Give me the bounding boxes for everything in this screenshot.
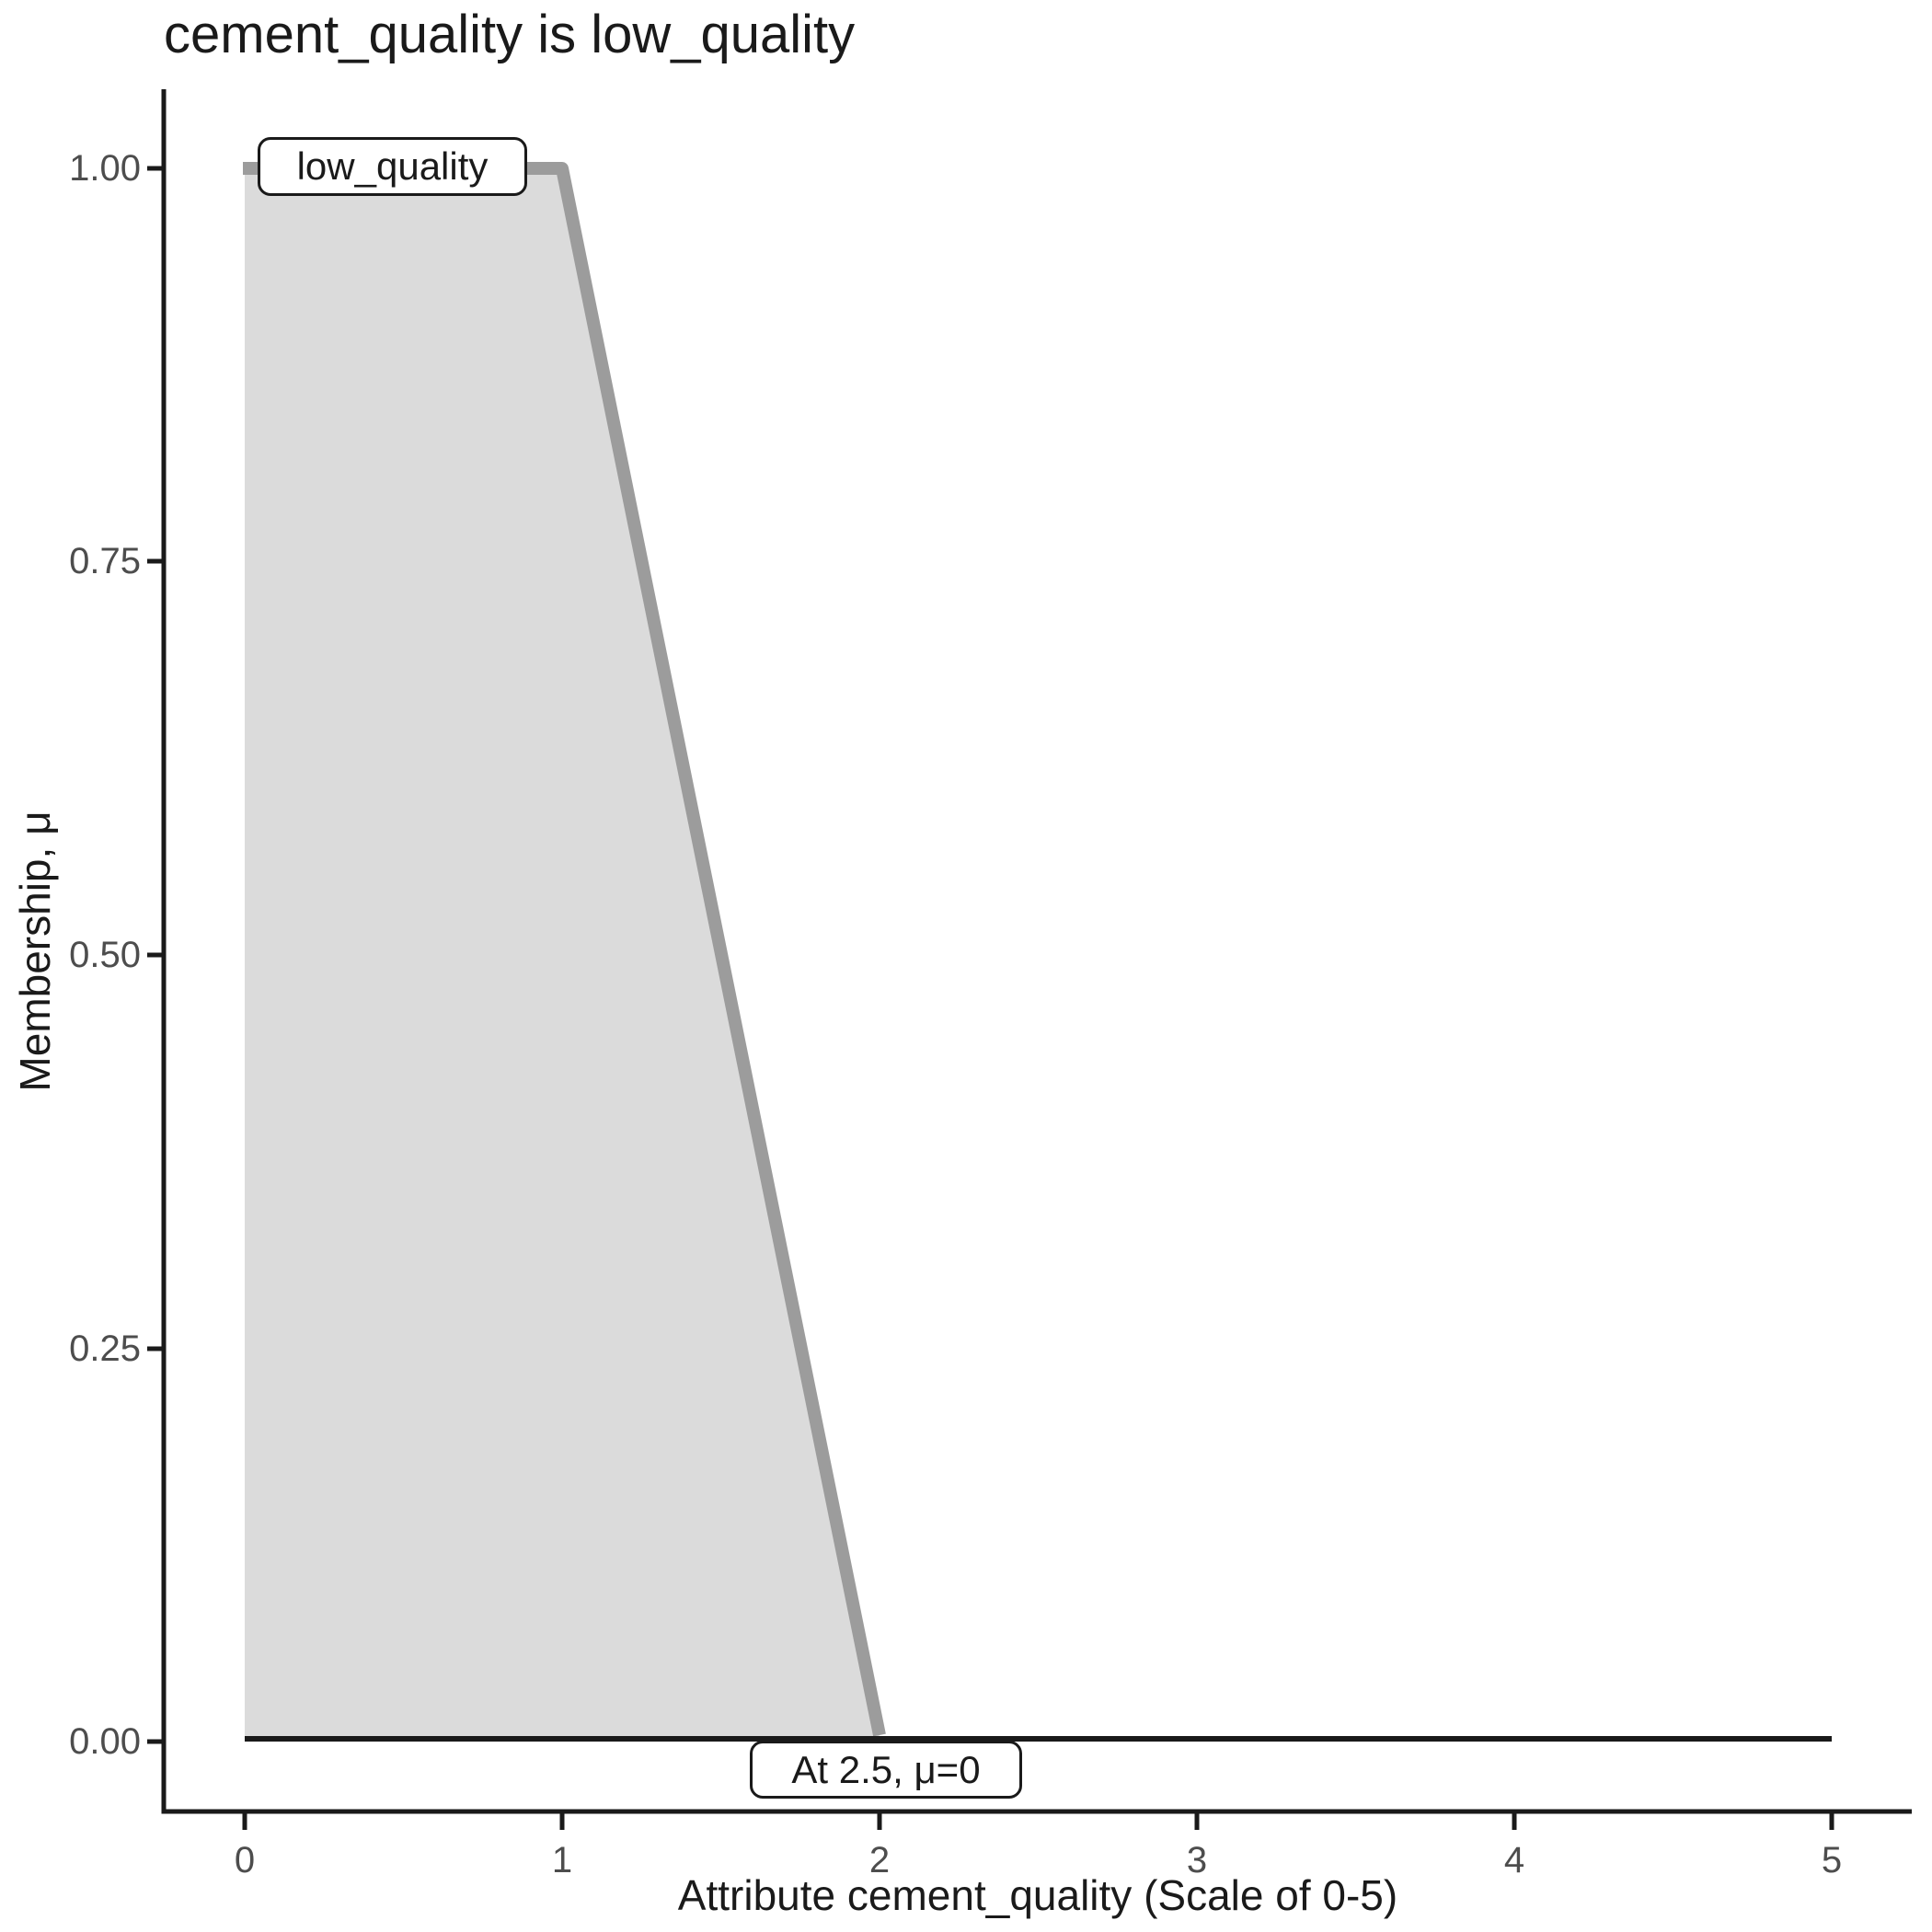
y-tick-label-1.00: 1.00 xyxy=(69,148,141,189)
y-tick-label-0.25: 0.25 xyxy=(69,1328,141,1369)
y-tick-label-0.50: 0.50 xyxy=(69,935,141,975)
x-tick-label-0: 0 xyxy=(234,1840,256,1880)
chart-title: cement_quality is low_quality xyxy=(164,5,856,64)
y-axis-title: Membership, μ xyxy=(11,811,59,1092)
annotation-mu-at-2.5: At 2.5, μ=0 xyxy=(750,1741,1022,1799)
x-tick-label-2: 2 xyxy=(868,1840,891,1880)
annotation-low-quality: low_quality xyxy=(258,137,527,196)
x-axis-title: Attribute cement_quality (Scale of 0-5) xyxy=(677,1871,1398,1919)
annotation-low-quality-text: low_quality xyxy=(296,144,489,188)
annotation-mu-at-2.5-text: At 2.5, μ=0 xyxy=(791,1747,981,1791)
x-tick-label-4: 4 xyxy=(1503,1840,1525,1880)
y-tick-label-0.75: 0.75 xyxy=(69,541,141,581)
y-tick-marks xyxy=(147,166,162,1744)
x-tick-label-5: 5 xyxy=(1821,1840,1843,1880)
membership-area-fill xyxy=(245,168,880,1737)
x-tick-label-3: 3 xyxy=(1186,1840,1208,1880)
y-tick-label-0.00: 0.00 xyxy=(69,1721,141,1762)
x-tick-label-1: 1 xyxy=(551,1840,573,1880)
x-tick-marks xyxy=(242,1813,1834,1830)
